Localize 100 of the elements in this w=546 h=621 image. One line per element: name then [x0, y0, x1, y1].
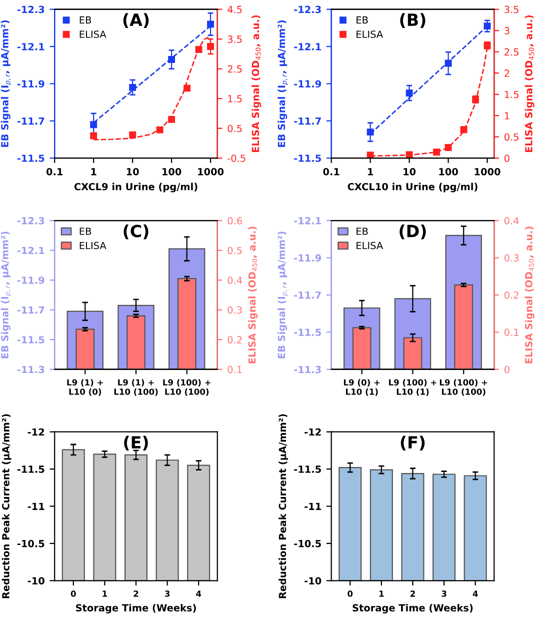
y2-tick-label: 4.5 [228, 6, 242, 14]
y-tick-label: -11.5 [294, 154, 321, 162]
y-axis-title: EB Signal (I$_{p,r}$, μA/mm²) [0, 20, 12, 147]
x-tick-label: 10 [126, 168, 139, 176]
y-tick-label: -12.3 [294, 6, 321, 14]
y2-tick-label: 0.4 [228, 276, 242, 284]
chart-title: (B) [400, 13, 426, 28]
x-tick-label: 0 [70, 590, 76, 597]
x-tick-label: 1 [368, 168, 374, 176]
y2-tick-label: 2 [504, 70, 510, 77]
x-axis-title: Storage Time (Weeks) [76, 604, 196, 614]
x-tick-label: 4 [196, 590, 202, 597]
y2-tick-label: 0.2 [504, 291, 518, 299]
y2-axis-title: ELISA Signal (OD$_{450}$, a.u.) [252, 15, 262, 152]
y-tick-label: -11.7 [17, 306, 44, 314]
x-tick-label: 4 [472, 590, 478, 597]
x-tick-label: 0.1 [46, 168, 63, 176]
y-tick-label: -12.1 [17, 246, 44, 254]
y2-tick-label: 0.5 [228, 124, 242, 132]
y2-tick-label: 0.6 [228, 217, 242, 224]
x-tick-label: 1000 [474, 168, 500, 176]
y2-tick-label: 1 [504, 112, 510, 120]
y-tick-label: -12 [304, 428, 321, 436]
x-tick-label: 1 [102, 590, 108, 597]
y-tick-label: -11.7 [17, 118, 44, 125]
legend-label: ELISA [80, 30, 106, 38]
y2-axis-title: ELISA Signal (OD$_{450}$, a.u.) [248, 226, 258, 364]
x-axis-title: Storage Time (Weeks) [352, 604, 473, 614]
chart-title: (F) [400, 436, 425, 451]
legend-label: ELISA [80, 242, 106, 250]
y2-tick-label: 3.5 [228, 36, 242, 43]
y-tick-label: -12.3 [17, 217, 44, 224]
x-tick-label: L9 (100) + L10 (1) [389, 379, 436, 396]
y2-tick-label: 0 [504, 154, 510, 162]
x-tick-label: 2 [134, 590, 138, 597]
y-tick-label: -11.5 [294, 328, 321, 336]
x-tick-label: 1 [379, 590, 384, 597]
chart-title: (E) [124, 436, 148, 451]
legend-label: EB [356, 228, 368, 235]
y2-axis-title: ELISA Signal (OD$_{450}$, a.u.) [524, 226, 534, 364]
y-tick-label: -12.1 [17, 42, 44, 50]
y2-tick-label: 0.3 [228, 306, 242, 314]
y-tick-label: -12.3 [17, 6, 44, 14]
y-tick-label: -11.9 [17, 276, 44, 284]
y-tick-label: -11.5 [294, 466, 321, 473]
y-axis-title: EB Signal (I$_{p,r}$, μA/mm²) [278, 20, 288, 147]
x-axis-title: CXCL10 in Urine (pg/ml) [348, 182, 478, 192]
x-tick-label: L9 (1) + L10 (0) [67, 379, 103, 396]
y-tick-label: -10.5 [294, 540, 321, 548]
x-tick-label: 100 [439, 168, 458, 176]
y-tick-label: -12.1 [294, 217, 321, 224]
x-tick-label: L9 (1) + L10 (100) [114, 379, 158, 396]
y-tick-label: -11.9 [17, 80, 44, 88]
x-tick-label: L9 (0) + L10 (1) [344, 379, 380, 396]
x-tick-label: 3 [164, 590, 170, 597]
legend-label: ELISA [356, 30, 383, 38]
y2-tick-label: -0.5 [228, 154, 246, 162]
y-tick-label: -10 [28, 577, 44, 584]
y2-tick-label: 2.5 [228, 65, 242, 73]
y2-axis-title: ELISA Signal (OD$_{450}$, a.u.) [524, 15, 534, 152]
y-axis-title: EB Signal (I$_{p,r}$, μA/mm²) [278, 232, 288, 358]
y2-tick-label: 1.5 [504, 90, 518, 98]
chart-title: (D) [400, 224, 426, 240]
y-tick-label: -10 [304, 577, 322, 584]
x-axis-title: CXCL9 in Urine (pg/ml) [74, 182, 198, 192]
y-tick-label: -11.7 [294, 292, 321, 299]
y-tick-label: -11.3 [17, 366, 44, 374]
legend-label: ELISA [356, 242, 383, 250]
y-tick-label: -11.3 [294, 366, 321, 374]
x-tick-label: 1 [91, 168, 96, 176]
y2-tick-label: 0.4 [504, 217, 519, 224]
y-tick-label: -12 [28, 428, 44, 436]
x-tick-label: 2 [410, 590, 415, 597]
legend-label: EB [80, 228, 92, 235]
y2-tick-label: 3.5 [504, 6, 518, 14]
y2-tick-label: 0.1 [504, 328, 518, 336]
y2-tick-label: 1.5 [228, 95, 242, 102]
x-tick-label: 0.1 [323, 168, 340, 176]
x-tick-label: L9 (100) + L10 (100) [440, 379, 488, 396]
x-tick-label: 3 [442, 590, 446, 597]
legend-label: EB [356, 16, 368, 24]
x-tick-label: L9 (100) + L10 (100) [163, 379, 210, 396]
y2-tick-label: 2.5 [504, 48, 518, 56]
y-tick-label: -11.5 [17, 466, 44, 473]
y-tick-label: -11 [304, 502, 321, 510]
y-axis-title: Reduction Peak Current (μA/mm²) [2, 414, 12, 598]
legend-label: EB [80, 16, 92, 24]
chart-title: (A) [123, 13, 149, 28]
x-tick-label: 10 [404, 168, 416, 176]
y-tick-label: -11.7 [294, 118, 321, 125]
y2-tick-label: 0.5 [228, 246, 242, 254]
y-tick-label: -11.5 [17, 336, 44, 344]
y2-tick-label: 3 [504, 27, 510, 34]
y-tick-label: -11.5 [17, 154, 44, 162]
x-tick-label: 100 [162, 168, 182, 176]
y-axis-title: EB Signal (I$_{p,r}$, μA/mm²) [0, 232, 12, 358]
y-tick-label: -12.1 [294, 42, 321, 50]
y2-tick-label: 0 [504, 366, 510, 374]
y-tick-label: -11.9 [294, 80, 321, 88]
x-tick-label: 1000 [198, 168, 224, 176]
